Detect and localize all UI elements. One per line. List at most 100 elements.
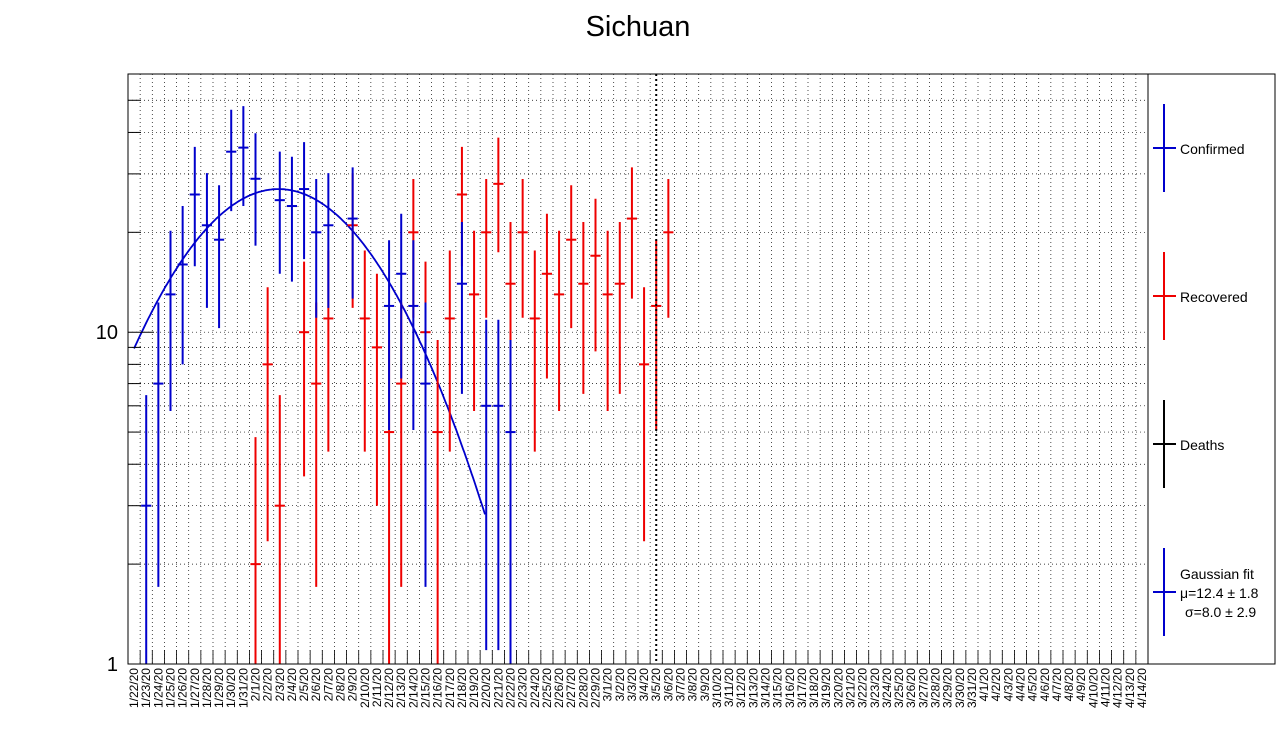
x-tick-label: 2/16/20 [431,668,445,708]
x-tick-label: 2/26/20 [552,668,566,708]
x-tick-label: 4/9/20 [1074,668,1088,702]
gaussian-fit-curve [133,188,486,515]
x-tick-label: 1/26/20 [176,668,190,708]
y-tick-label: 1 [107,654,118,676]
x-tick-label: 3/20/20 [831,668,845,708]
chart-title: Sichuan [586,11,691,43]
x-tick-label: 1/27/20 [188,668,202,708]
x-tick-label: 2/14/20 [406,668,420,708]
x-tick-label: 2/8/20 [334,668,348,702]
x-tick-label: 4/6/20 [1038,668,1052,702]
x-tick-label: 1/23/20 [139,668,153,708]
x-tick-label: 4/7/20 [1050,668,1064,702]
x-tick-label: 3/25/20 [892,668,906,708]
x-tick-label: 4/8/20 [1062,668,1076,702]
legend-label-deaths: Deaths [1180,437,1224,453]
x-tick-label: 3/4/20 [637,668,651,702]
x-tick-label: 3/19/20 [819,668,833,708]
x-tick-label: 2/17/20 [443,668,457,708]
x-tick-label: 3/13/20 [746,668,760,708]
x-tick-label: 2/15/20 [419,668,433,708]
x-tick-label: 4/5/20 [1026,668,1040,702]
x-tick-label: 1/24/20 [151,668,165,708]
y-tick-label: 10 [96,322,118,344]
x-tick-label: 2/24/20 [528,668,542,708]
x-tick-label: 1/25/20 [164,668,178,708]
x-tick-label: 2/4/20 [285,668,299,702]
x-tick-label: 2/18/20 [455,668,469,708]
x-tick-label: 2/1/20 [249,668,263,702]
x-tick-label: 2/2/20 [261,668,275,702]
x-tick-label: 3/29/20 [941,668,955,708]
x-tick-label: 2/7/20 [321,668,335,702]
legend-fit-mu: μ=12.4 ± 1.8 [1180,585,1259,601]
x-tick-label: 2/6/20 [309,668,323,702]
x-tick-label: 3/2/20 [613,668,627,702]
x-tick-label: 2/9/20 [346,668,360,702]
x-tick-label: 3/24/20 [880,668,894,708]
x-tick-label: 3/9/20 [698,668,712,702]
x-tick-label: 1/30/20 [224,668,238,708]
x-tick-label: 3/14/20 [759,668,773,708]
x-tick-labels: 1/22/201/23/201/24/201/25/201/26/201/27/… [127,668,1149,708]
x-tick-label: 2/23/20 [516,668,530,708]
x-tick-label: 3/18/20 [807,668,821,708]
x-tick-label: 2/28/20 [576,668,590,708]
x-tick-label: 2/12/20 [382,668,396,708]
x-tick-label: 4/3/20 [1001,668,1015,702]
x-tick-label: 3/26/20 [904,668,918,708]
x-tick-label: 3/10/20 [710,668,724,708]
x-tick-label: 3/11/20 [722,668,736,707]
x-tick-label: 2/13/20 [394,668,408,708]
x-tick-label: 4/1/20 [977,668,991,702]
grid [127,73,1149,664]
x-tick-label: 4/4/20 [1014,668,1028,702]
x-tick-label: 2/10/20 [358,668,372,708]
x-tick-label: 3/21/20 [844,668,858,708]
x-tick-label: 3/6/20 [661,668,675,702]
x-tick-label: 3/8/20 [686,668,700,702]
x-tick-label: 3/22/20 [856,668,870,708]
x-tick-label: 2/5/20 [297,668,311,702]
legend: Confirmed Recovered Deaths Gaussian fit … [1147,73,1276,665]
x-tick-label: 3/15/20 [771,668,785,708]
x-tick-label: 4/12/20 [1111,668,1125,708]
x-tick-label: 3/31/20 [965,668,979,708]
x-tick-label: 2/3/20 [273,668,287,702]
x-tick-label: 3/23/20 [868,668,882,708]
x-tick-label: 4/2/20 [989,668,1003,702]
x-tick-label: 1/22/20 [127,668,141,708]
x-tick-label: 4/13/20 [1123,668,1137,708]
legend-fit-sigma: σ=8.0 ± 2.9 [1185,604,1256,620]
legend-label-fit: Gaussian fit [1180,566,1254,582]
x-tick-label: 3/5/20 [649,668,663,702]
x-tick-label: 2/25/20 [540,668,554,708]
x-tick-label: 3/16/20 [783,668,797,708]
data-points [141,106,674,664]
x-tick-label: 2/20/20 [479,668,493,708]
x-tick-label: 2/11/20 [370,668,384,707]
x-tick-label: 4/10/20 [1086,668,1100,708]
x-tick-label: 3/17/20 [795,668,809,708]
x-tick-label: 3/28/20 [929,668,943,708]
x-tick-label: 2/22/20 [504,668,518,708]
x-tick-label: 3/30/20 [953,668,967,708]
x-tick-label: 3/12/20 [734,668,748,708]
x-tick-label: 1/28/20 [200,668,214,708]
x-tick-label: 3/3/20 [625,668,639,702]
x-tick-label: 1/31/20 [236,668,250,708]
x-tick-label: 1/29/20 [212,668,226,708]
x-tick-label: 4/11/20 [1099,668,1113,707]
x-tick-label: 2/29/20 [589,668,603,708]
legend-label-recovered: Recovered [1180,289,1248,305]
x-tick-label: 3/1/20 [601,668,615,702]
legend-box [1147,73,1276,665]
x-tick-label: 2/21/20 [491,668,505,708]
x-tick-label: 2/27/20 [564,668,578,708]
x-tick-label: 4/14/20 [1135,668,1149,708]
axes: 1 10 [96,73,1149,676]
x-tick-label: 2/19/20 [467,668,481,708]
legend-label-confirmed: Confirmed [1180,141,1245,157]
fit-curve-layer [133,188,486,515]
